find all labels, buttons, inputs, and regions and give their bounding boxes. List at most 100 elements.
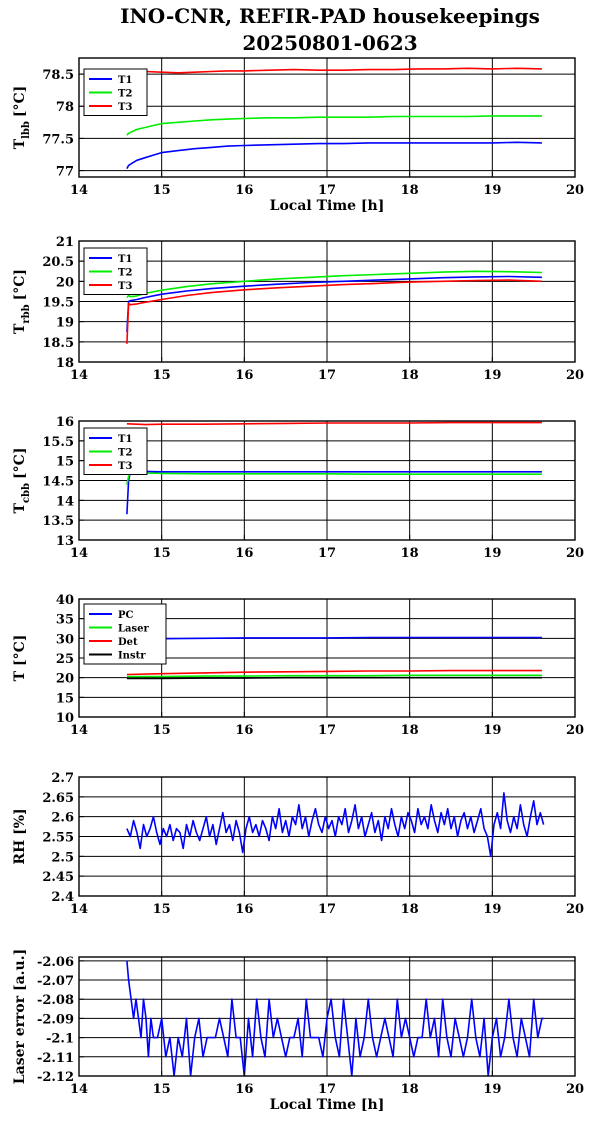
x-tick-label: 19 <box>483 183 501 198</box>
y-tick-label: 2.7 <box>51 771 74 786</box>
y-tick-label: 40 <box>56 593 74 608</box>
x-tick-label: 20 <box>566 723 584 738</box>
x-tick-label: 14 <box>70 546 88 561</box>
x-axis-label: Local Time [h] <box>270 198 385 214</box>
y-tick-label: 15 <box>56 691 74 706</box>
x-tick-label: 16 <box>235 902 253 917</box>
y-tick-label: 2.55 <box>42 831 74 846</box>
x-tick-label: 17 <box>318 1082 336 1097</box>
y-tick-label: 30 <box>56 632 74 647</box>
legend-label: Laser <box>118 624 150 635</box>
x-tick-label: 14 <box>70 723 88 738</box>
legend: T1 T2 T3 <box>83 427 148 475</box>
y-tick-label: 2.4 <box>51 890 74 905</box>
chart-panels: 14 15 16 17 18 19 20 77 77.5 78 78.5 Local Time [h]… <box>12 57 584 1113</box>
legend-label: T2 <box>118 268 132 279</box>
x-tick-label: 19 <box>483 546 501 561</box>
legend-label: T1 <box>118 254 132 265</box>
chart-panel-5: 14 15 16 17 18 19 20 2.4 2.45 2.5 2.55 2.6 2.65 2.7 RH… <box>12 771 584 917</box>
x-tick-label: 16 <box>235 1082 253 1097</box>
y-axis-label: Tcbb [°C] <box>12 448 32 514</box>
series-line-t1 <box>126 141 542 169</box>
series-line-pc <box>126 636 542 640</box>
chart-panel-2: 14 15 16 17 18 19 20 18 18.5 19 19.5 20 20.5 21 Trbb [°… <box>12 235 584 383</box>
x-tick-label: 14 <box>70 368 88 383</box>
x-tick-label: 18 <box>401 368 419 383</box>
chart-panel-1: 14 15 16 17 18 19 20 77 77.5 78 78.5 Local Time [h]… <box>12 57 584 214</box>
legend-label: T2 <box>118 89 132 100</box>
figure-title-line2: 20250801-0623 <box>242 31 417 55</box>
x-tick-label: 19 <box>483 902 501 917</box>
x-tick-label: 14 <box>70 1082 88 1097</box>
x-tick-label: 15 <box>153 1082 171 1097</box>
y-tick-label: 2.65 <box>42 791 74 806</box>
y-axis-label: T [°C] <box>12 635 28 682</box>
x-tick-label: 20 <box>566 183 584 198</box>
x-tick-label: 17 <box>318 723 336 738</box>
series-line-laser <box>126 674 542 678</box>
x-tick-label: 17 <box>318 902 336 917</box>
legend: T1 T2 T3 <box>83 247 148 295</box>
y-tick-label: 78 <box>56 100 74 115</box>
x-tick-label: 20 <box>566 1082 584 1097</box>
x-tick-label: 15 <box>153 183 171 198</box>
chart-panel-3: 14 15 16 17 18 19 20 13 13.5 14 14.5 15 15.5 16 Tcbb [°… <box>12 415 584 561</box>
x-tick-label: 15 <box>153 546 171 561</box>
y-tick-label: 10 <box>56 711 74 726</box>
x-tick-label: 16 <box>235 368 253 383</box>
x-tick-label: 17 <box>318 546 336 561</box>
y-tick-label: 15 <box>56 455 74 470</box>
series-line-t2 <box>126 115 542 136</box>
y-tick-label: -2.06 <box>37 955 74 970</box>
y-axis-label-main: T <box>12 502 28 513</box>
x-tick-label: 18 <box>401 902 419 917</box>
legend-label: PC <box>118 610 134 621</box>
legend-label: T2 <box>118 448 132 459</box>
x-tick-label: 18 <box>401 546 419 561</box>
y-tick-label: 14 <box>56 494 74 509</box>
legend-label: T3 <box>118 461 132 472</box>
x-tick-label: 15 <box>153 368 171 383</box>
legend-label: Det <box>118 637 138 648</box>
y-tick-label: -2.08 <box>37 993 74 1008</box>
y-tick-label: 15.5 <box>42 435 74 450</box>
y-tick-label: 19 <box>56 316 74 331</box>
x-tick-label: 18 <box>401 1082 419 1097</box>
y-tick-label: 13.5 <box>42 514 74 529</box>
y-tick-label: 18 <box>56 356 74 371</box>
y-axis-label-unit: [°C] <box>12 269 28 300</box>
series-line-t2 <box>126 270 542 299</box>
legend-label: Instr <box>118 651 146 662</box>
y-tick-label: 2.45 <box>42 870 74 885</box>
y-axis-label: Trbb [°C] <box>12 269 32 334</box>
y-tick-label: 20 <box>56 672 74 687</box>
legend-label: T3 <box>118 102 132 113</box>
legend-label: T3 <box>118 281 132 292</box>
y-tick-label: -2.1 <box>46 1032 74 1047</box>
legend: PC Laser Det Instr <box>83 603 167 665</box>
y-tick-label: 78.5 <box>42 68 74 83</box>
series-line-t1 <box>126 275 542 332</box>
y-tick-label: 19.5 <box>42 296 74 311</box>
y-axis-label: Tlbb [°C] <box>12 86 32 150</box>
y-axis-label-main: T <box>12 138 28 149</box>
y-tick-label: 14.5 <box>42 475 74 490</box>
x-tick-label: 16 <box>235 723 253 738</box>
chart-panel-6: 14 15 16 17 18 19 20 -2.12 -2.11 -2.1 -2.09 -2.08 -2… <box>12 949 584 1113</box>
y-tick-label: 20 <box>56 275 74 290</box>
x-tick-label: 18 <box>401 183 419 198</box>
chart-panel-4: 14 15 16 17 18 19 20 10 15 20 25 30 35 40 T [°C] PC Lase… <box>12 593 584 738</box>
x-tick-label: 15 <box>153 723 171 738</box>
x-tick-label: 19 <box>483 723 501 738</box>
series-line-det <box>126 669 542 676</box>
x-tick-label: 16 <box>235 183 253 198</box>
y-axis-label-main: T [°C] <box>12 635 28 682</box>
y-axis-label-subscript: cbb <box>21 483 32 503</box>
series-line-data <box>126 960 544 1076</box>
y-tick-label: 18.5 <box>42 336 74 351</box>
x-tick-label: 20 <box>566 546 584 561</box>
x-tick-label: 19 <box>483 1082 501 1097</box>
y-tick-label: 2.5 <box>51 850 74 865</box>
x-tick-label: 18 <box>401 723 419 738</box>
y-axis-label-main: Laser error [a.u.] <box>12 949 28 1084</box>
